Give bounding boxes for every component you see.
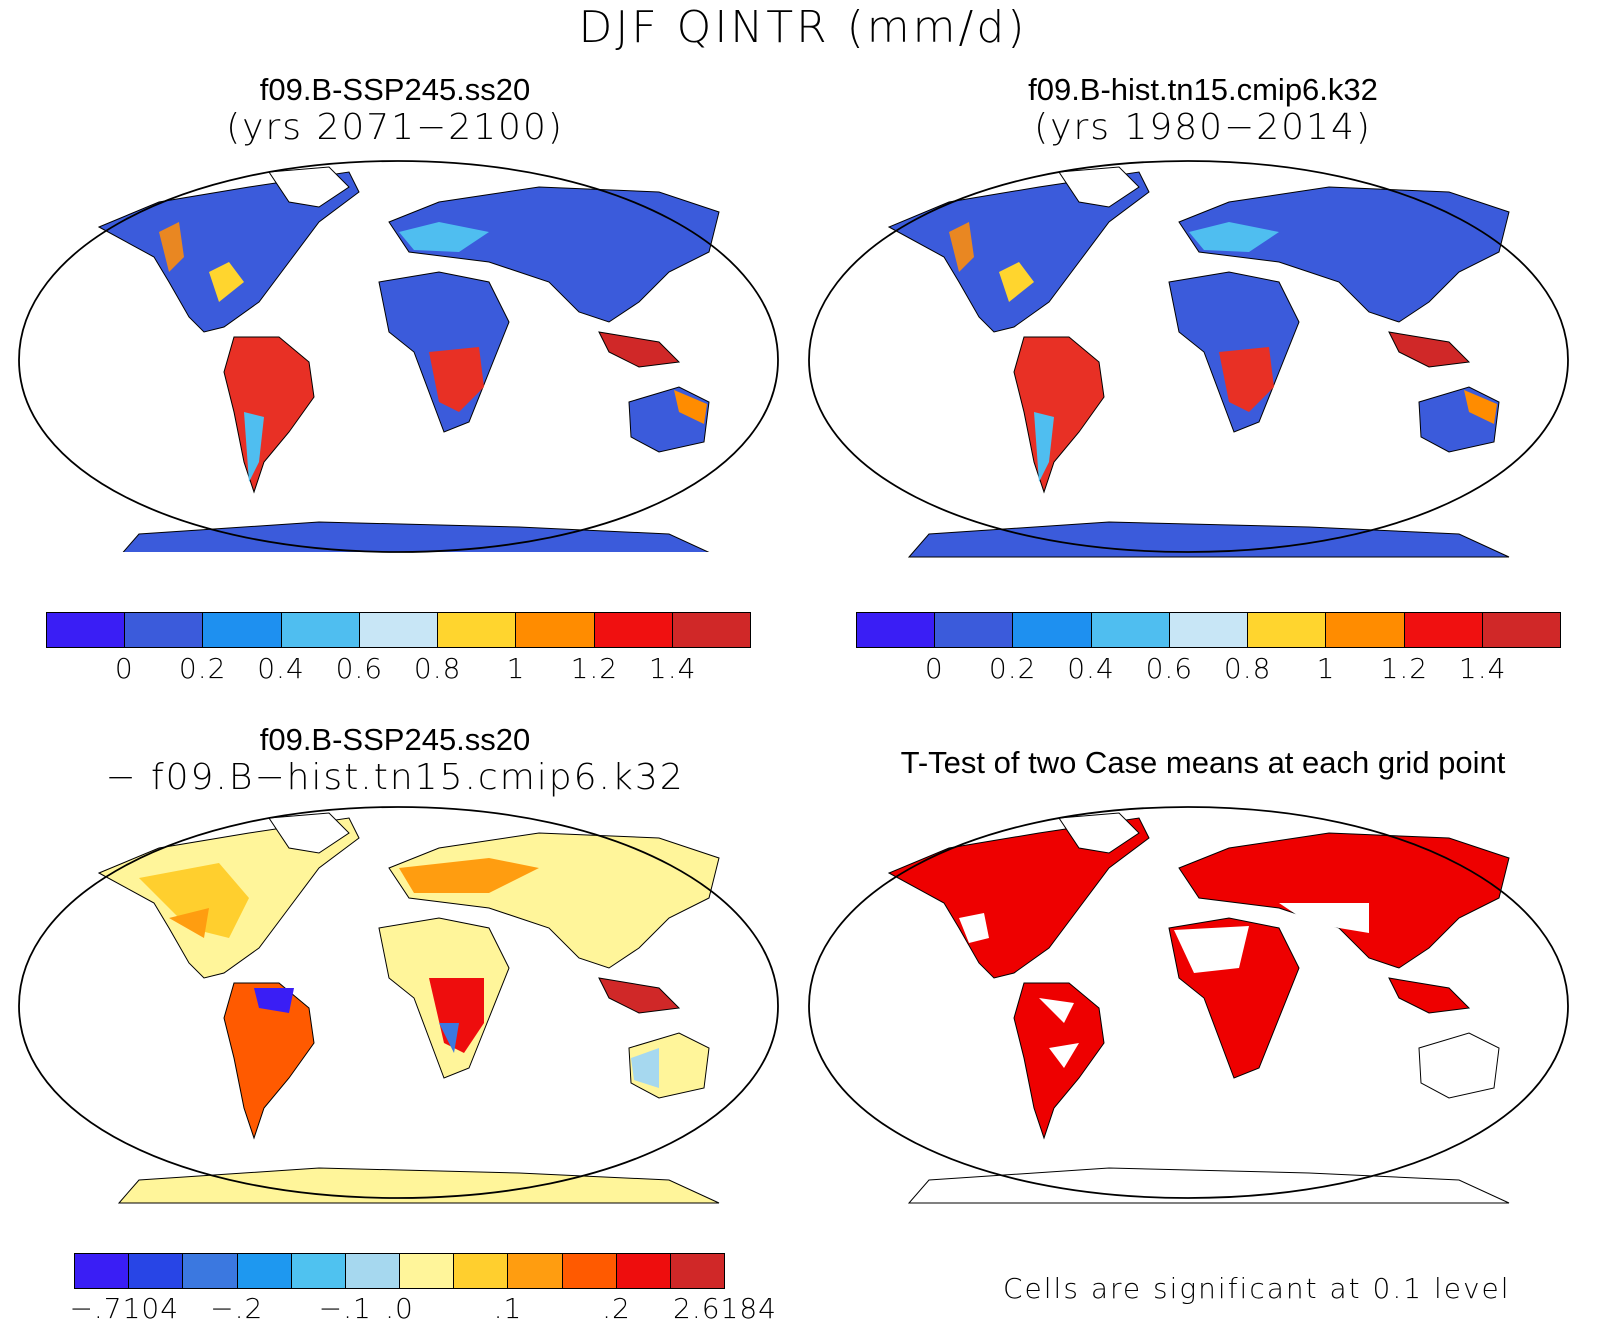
colorbar-swatch <box>203 613 282 647</box>
panel-2-subtitle: (yrs 1980−2014) <box>1034 107 1372 148</box>
panel-3-subtitle: − f09.B−hist.tn15.cmip6.k32 <box>105 757 685 798</box>
colorbar-tick-label: 1.4 <box>648 652 697 685</box>
colorbar-tick-label: 0.8 <box>1223 652 1272 685</box>
colorbar-tick-label: 1.2 <box>1380 652 1429 685</box>
colorbar-panel-2 <box>856 612 1561 648</box>
colorbar-tick-label: 0 <box>114 652 134 685</box>
map-panel-2 <box>808 160 1569 558</box>
colorbar-swatch <box>670 1254 725 1288</box>
colorbar-swatch <box>562 1254 617 1288</box>
colorbar-tick-label: 0.6 <box>1145 652 1194 685</box>
colorbar-swatch <box>291 1254 346 1288</box>
colorbar-tick-label: .1 <box>493 1292 523 1325</box>
colorbar-panel-1 <box>46 612 751 648</box>
colorbar-swatch <box>935 613 1014 647</box>
colorbar-swatch <box>183 1254 238 1288</box>
colorbar-swatch <box>857 613 936 647</box>
colorbar-swatch <box>672 613 750 647</box>
colorbar-swatch <box>1248 613 1327 647</box>
colorbar-swatch <box>594 613 673 647</box>
colorbar-swatch <box>1091 613 1170 647</box>
panel-4-title: T-Test of two Case means at each grid po… <box>900 745 1506 780</box>
panel-2-title: f09.B-hist.tn15.cmip6.k32 <box>1028 72 1378 107</box>
colorbar-swatch <box>1404 613 1483 647</box>
colorbar-tick-label: 0.2 <box>178 652 227 685</box>
colorbar-swatch <box>47 613 126 647</box>
panel-1-title-block: f09.B-SSP245.ss20 (yrs 2071−2100) <box>0 72 790 146</box>
colorbar-swatch <box>125 613 204 647</box>
colorbar-tick-label: 1.4 <box>1458 652 1507 685</box>
panel-2-title-block: f09.B-hist.tn15.cmip6.k32 (yrs 1980−2014… <box>808 72 1598 146</box>
colorbar-swatch <box>237 1254 292 1288</box>
map-panel-4 <box>808 806 1569 1204</box>
colorbar-tick-label: 0.4 <box>1067 652 1115 685</box>
colorbar-swatch <box>454 1254 509 1288</box>
colorbar-panel-3 <box>74 1253 725 1289</box>
panel-3-title-block: f09.B-SSP245.ss20 − f09.B−hist.tn15.cmip… <box>0 722 790 796</box>
panel-4-title-block: T-Test of two Case means at each grid po… <box>808 745 1598 781</box>
colorbar-tick-label: .2 <box>602 1292 631 1325</box>
colorbar-swatch <box>1013 613 1092 647</box>
colorbar-tick-label: −.2 <box>210 1292 264 1325</box>
colorbar-tick-label: 1.2 <box>570 652 619 685</box>
colorbar-tick-label: 0.6 <box>335 652 384 685</box>
panel-3-title: f09.B-SSP245.ss20 <box>259 722 531 757</box>
colorbar-panel-2-labels: 0 0.2 0.4 0.6 0.8 1 1.2 1.4 <box>856 652 1561 692</box>
colorbar-swatch <box>1169 613 1249 647</box>
colorbar-tick-label: 0.4 <box>257 652 305 685</box>
colorbar-panel-1-labels: 0 0.2 0.4 0.6 0.8 1 1.2 1.4 <box>46 652 751 692</box>
colorbar-swatch <box>345 1254 401 1288</box>
colorbar-swatch <box>359 613 439 647</box>
colorbar-swatch <box>1482 613 1560 647</box>
colorbar-tick-label: 0.8 <box>413 652 462 685</box>
colorbar-panel-3-labels: −.7104 −.2 −.1 .0 .1 .2 2.6184 <box>69 1292 776 1332</box>
colorbar-tick-label: 1 <box>1316 652 1336 685</box>
significance-note: Cells are significant at 0.1 level <box>1003 1272 1511 1305</box>
colorbar-swatch <box>1326 613 1405 647</box>
colorbar-swatch <box>516 613 595 647</box>
colorbar-tick-label: −.7104 <box>69 1292 180 1325</box>
colorbar-tick-label: 0.2 <box>988 652 1037 685</box>
colorbar-swatch <box>129 1254 184 1288</box>
colorbar-swatch <box>508 1254 563 1288</box>
colorbar-tick-label: 1 <box>506 652 526 685</box>
colorbar-tick-label: .0 <box>385 1292 414 1325</box>
panel-1-subtitle: (yrs 2071−2100) <box>226 107 564 148</box>
map-panel-3 <box>18 806 779 1204</box>
colorbar-tick-label: 2.6184 <box>673 1292 777 1325</box>
colorbar-tick-label: 0 <box>924 652 944 685</box>
colorbar-tick-label: −.1 <box>318 1292 372 1325</box>
colorbar-swatch <box>400 1254 455 1288</box>
map-panel-1 <box>18 160 779 553</box>
colorbar-swatch <box>75 1254 130 1288</box>
figure-title: DJF QINTR (mm/d) <box>578 2 1028 53</box>
panel-1-title: f09.B-SSP245.ss20 <box>259 72 531 107</box>
colorbar-swatch <box>281 613 360 647</box>
colorbar-swatch <box>438 613 517 647</box>
colorbar-swatch <box>616 1254 671 1288</box>
